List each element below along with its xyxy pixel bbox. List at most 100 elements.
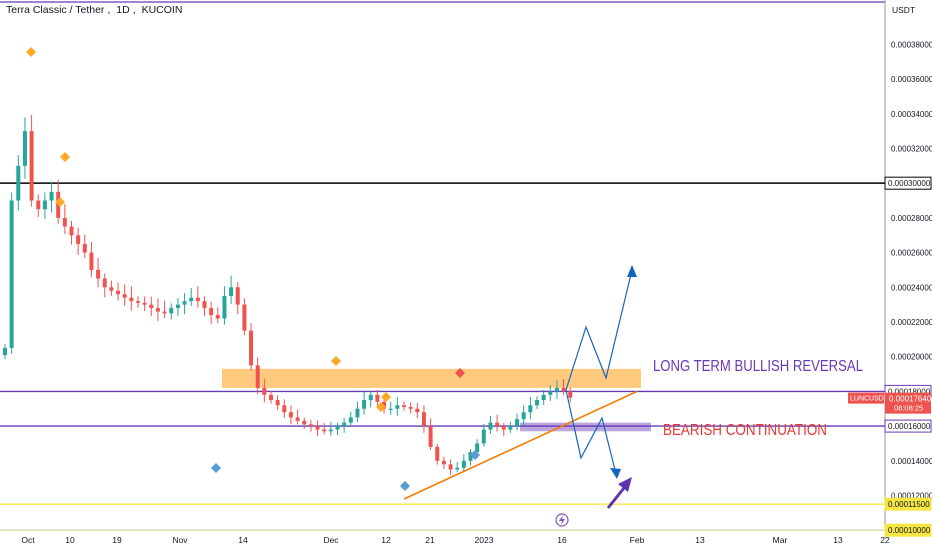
candle-body[interactable] [282, 405, 287, 413]
candle-body[interactable] [342, 422, 347, 427]
pivot-marker[interactable] [455, 368, 465, 378]
candle-body[interactable] [495, 422, 500, 427]
candle-body[interactable] [136, 301, 140, 303]
candle-body[interactable] [508, 426, 513, 430]
candle-body[interactable] [235, 287, 240, 305]
candle-body[interactable] [295, 417, 300, 421]
candle-body[interactable] [335, 426, 340, 430]
pivot-marker[interactable] [381, 392, 391, 402]
candle-body[interactable] [42, 200, 47, 210]
candle-body[interactable] [3, 348, 7, 356]
candle-body[interactable] [76, 235, 81, 244]
support-zone[interactable] [520, 422, 651, 432]
candle-body[interactable] [102, 278, 107, 288]
candle-body[interactable] [175, 304, 180, 309]
candle-body[interactable] [554, 387, 559, 392]
candle-body[interactable] [29, 131, 34, 201]
candle-body[interactable] [116, 290, 121, 295]
candle-body[interactable] [9, 200, 14, 349]
price-level-badge[interactable] [884, 419, 932, 433]
pivot-marker[interactable] [55, 197, 65, 207]
candle-body[interactable] [195, 297, 200, 302]
candle-body[interactable] [355, 408, 360, 418]
candle-body[interactable] [262, 387, 267, 395]
resistance-zone[interactable] [222, 368, 641, 388]
current-price-badge[interactable] [885, 392, 931, 414]
candle-body[interactable] [82, 243, 87, 253]
candle-body[interactable] [481, 429, 486, 444]
bearish-projection-path[interactable] [565, 389, 617, 475]
candle-body[interactable] [149, 304, 154, 309]
candle-body[interactable] [541, 394, 546, 401]
candle-body[interactable] [69, 226, 74, 236]
candle-body[interactable] [315, 426, 320, 430]
candle-body[interactable] [375, 394, 380, 402]
candle-body[interactable] [388, 408, 393, 410]
price-level-badge[interactable] [884, 176, 932, 190]
candle-body[interactable] [395, 405, 400, 409]
candle-body[interactable] [322, 429, 327, 432]
candle-body[interactable] [142, 302, 147, 305]
pivot-marker[interactable] [376, 402, 386, 412]
pivot-marker[interactable] [60, 152, 70, 162]
candle-body[interactable] [362, 400, 367, 409]
candle-body[interactable] [461, 460, 466, 468]
candle-body[interactable] [182, 301, 187, 305]
candle-body[interactable] [62, 217, 67, 227]
candle-body[interactable] [475, 443, 480, 453]
candle-body[interactable] [368, 394, 373, 401]
candle-body[interactable] [428, 426, 433, 447]
candle-body[interactable] [328, 429, 333, 432]
candle-body[interactable] [435, 446, 440, 461]
candle-body[interactable] [408, 407, 413, 409]
candle-body[interactable] [548, 391, 553, 395]
candle-body[interactable] [441, 460, 446, 465]
pivot-marker[interactable] [211, 463, 221, 473]
candle-body[interactable] [402, 405, 406, 408]
candle-body[interactable] [255, 365, 260, 388]
candle-body[interactable] [209, 308, 214, 316]
pivot-marker[interactable] [400, 481, 410, 491]
price-level-badge[interactable] [884, 497, 932, 511]
candle-body[interactable] [249, 330, 254, 366]
candle-body[interactable] [515, 419, 520, 427]
candle-body[interactable] [49, 191, 54, 201]
candle-body[interactable] [535, 400, 539, 406]
pivot-marker[interactable] [26, 47, 36, 57]
ascending-trendline[interactable] [403, 390, 638, 500]
candle-body[interactable] [302, 420, 307, 425]
candle-body[interactable] [455, 467, 460, 470]
candle-body[interactable] [568, 391, 573, 398]
candle-body[interactable] [275, 400, 280, 406]
candle-body[interactable] [96, 269, 101, 279]
candle-body[interactable] [109, 287, 114, 291]
candle-body[interactable] [122, 294, 127, 298]
candle-body[interactable] [189, 297, 194, 302]
candle-body[interactable] [155, 308, 160, 312]
candle-body[interactable] [229, 287, 234, 296]
candle-body[interactable] [528, 405, 533, 413]
candle-body[interactable] [501, 426, 506, 430]
candle-body[interactable] [162, 311, 167, 314]
candle-body[interactable] [269, 394, 273, 401]
candle-body[interactable] [242, 304, 247, 331]
candle-body[interactable] [488, 422, 493, 430]
candle-body[interactable] [215, 315, 220, 319]
candle-body[interactable] [129, 297, 134, 302]
pivot-marker[interactable] [331, 356, 341, 366]
candle-body[interactable] [348, 417, 353, 423]
candle-body[interactable] [22, 131, 27, 166]
candle-body[interactable] [202, 301, 207, 309]
candle-body[interactable] [222, 295, 227, 319]
candle-body[interactable] [415, 408, 420, 413]
candle-body[interactable] [288, 412, 293, 418]
candle-body[interactable] [36, 200, 41, 210]
candle-body[interactable] [308, 424, 313, 427]
pivot-marker[interactable] [470, 450, 480, 460]
candle-body[interactable] [448, 464, 453, 470]
ticker-badge[interactable] [848, 392, 884, 404]
candle-body[interactable] [561, 387, 566, 392]
candle-body[interactable] [169, 308, 174, 314]
